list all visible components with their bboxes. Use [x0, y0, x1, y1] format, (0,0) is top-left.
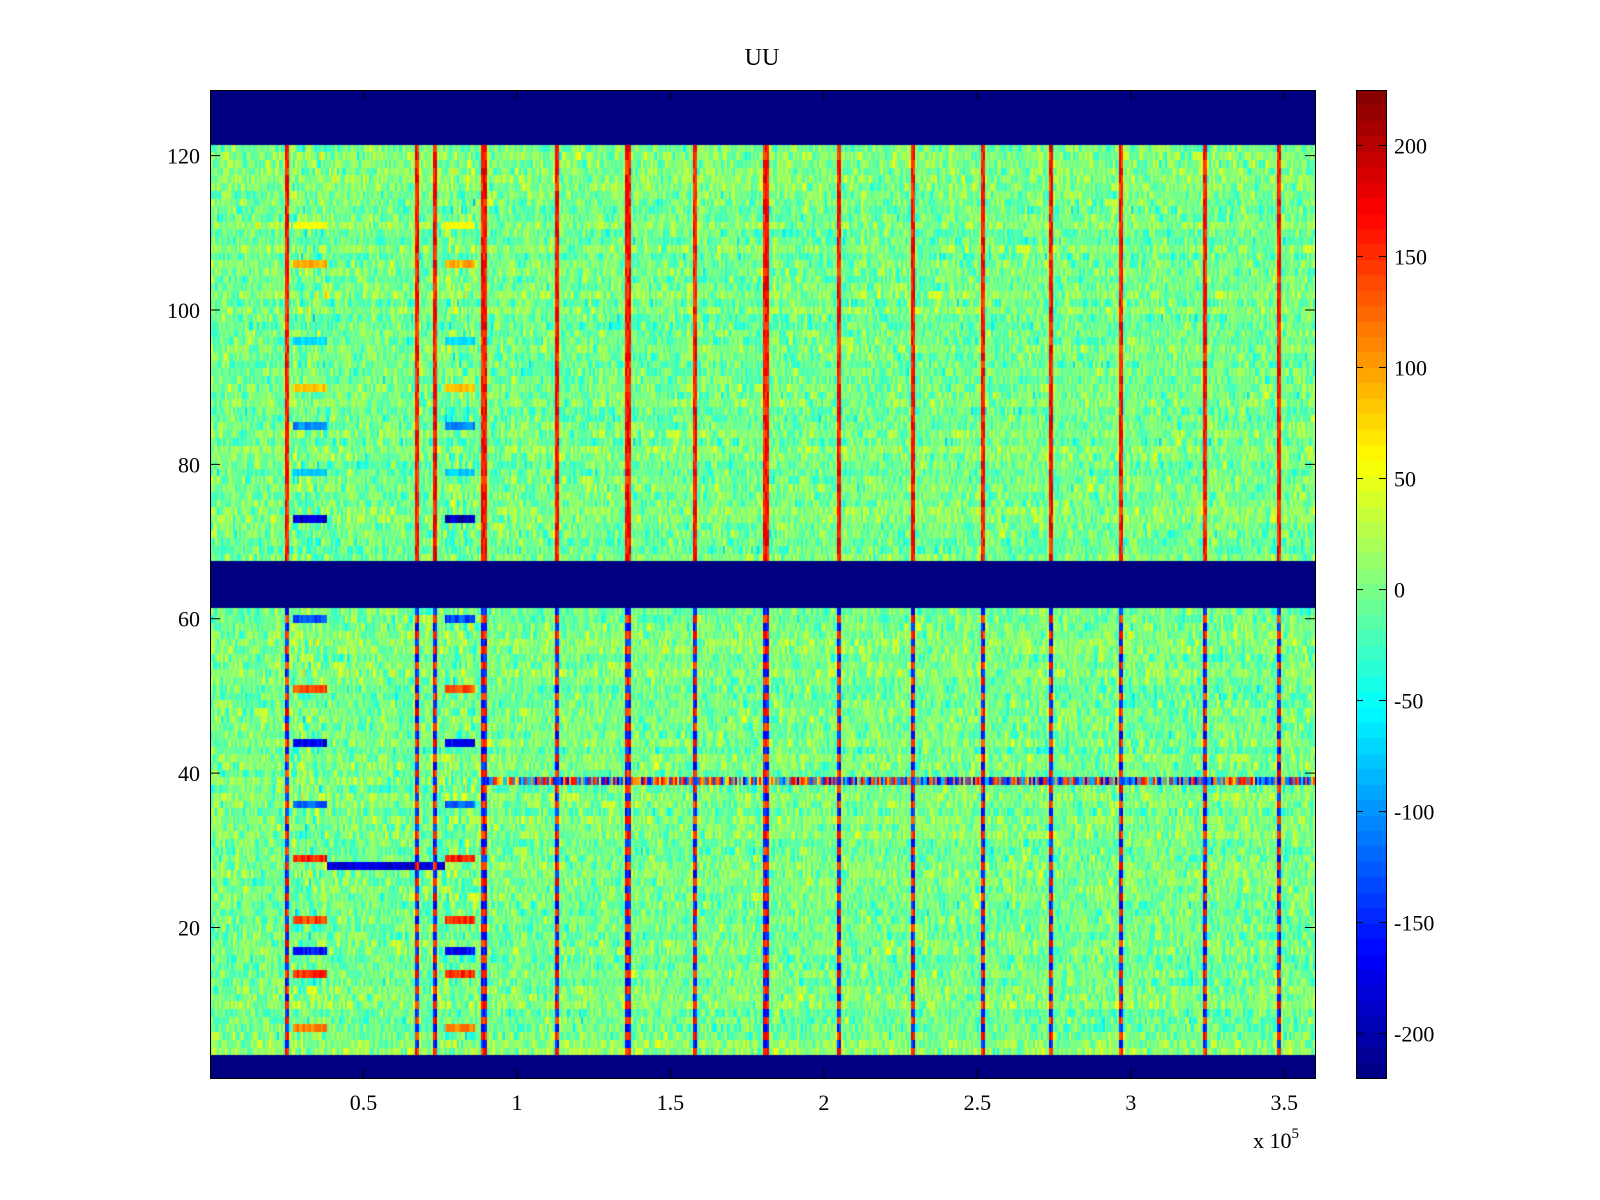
x-multiplier-exponent: 5	[1292, 1126, 1300, 1142]
x-tick-label: 1	[511, 1090, 522, 1115]
x-tick-label: 3	[1125, 1090, 1136, 1115]
x-tick-label: 0.5	[350, 1090, 378, 1115]
y-tick-label: 100	[167, 298, 200, 323]
colorbar	[1356, 90, 1386, 1078]
colorbar-tick-label: -150	[1394, 911, 1434, 936]
colorbar-tick-label: 200	[1394, 134, 1427, 159]
colorbar-axis: 200 150 100 50 0 -50 -100 -150 -200	[1394, 134, 1434, 1047]
y-tick-label: 60	[178, 607, 200, 632]
y-tick-label: 80	[178, 452, 200, 477]
colorbar-tick-label: 0	[1394, 578, 1405, 603]
x-multiplier-base: x 10	[1253, 1128, 1292, 1153]
y-tick-label: 40	[178, 761, 200, 786]
colorbar-tick-label: 50	[1394, 467, 1416, 492]
colorbar-tick-label: -100	[1394, 800, 1434, 825]
x-tick-label: 2	[818, 1090, 829, 1115]
x-tick-label: 2.5	[964, 1090, 992, 1115]
x-tick-label: 1.5	[657, 1090, 685, 1115]
colorbar-tick-label: -200	[1394, 1022, 1434, 1047]
colorbar-tick-label: -50	[1394, 689, 1423, 714]
x-multiplier-label: x 105	[1253, 1126, 1299, 1153]
y-axis: 20 40 60 80 100 120	[167, 144, 200, 941]
x-tick-label: 3.5	[1271, 1090, 1299, 1115]
chart-title: UU	[745, 45, 780, 71]
x-axis: 0.5 1 1.5 2 2.5 3 3.5	[350, 1090, 1298, 1115]
y-tick-label: 20	[178, 915, 200, 940]
colorbar-tick-label: 100	[1394, 356, 1427, 381]
colorbar-tick-label: 150	[1394, 245, 1427, 270]
y-tick-label: 120	[167, 144, 200, 169]
heatmap-image	[210, 90, 1315, 1078]
